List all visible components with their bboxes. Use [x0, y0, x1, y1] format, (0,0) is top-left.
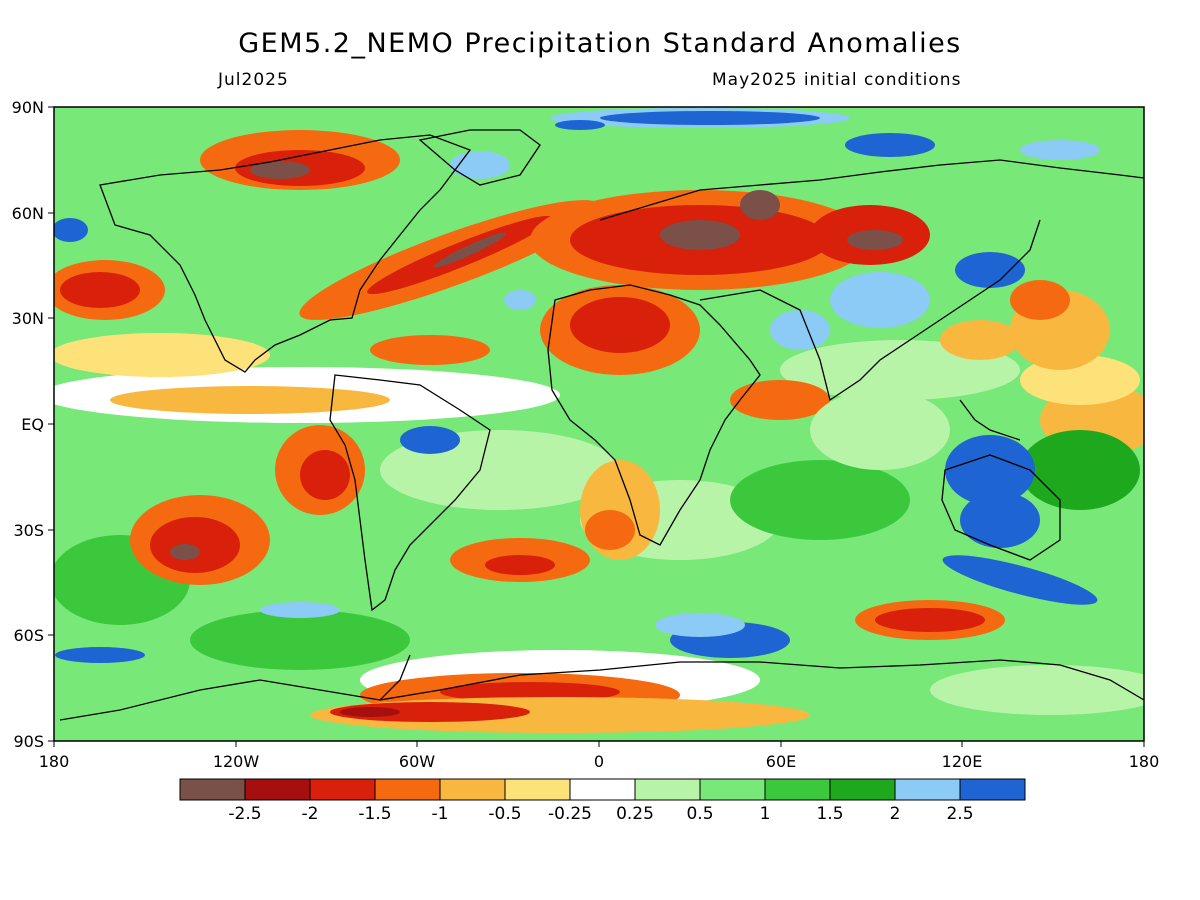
- lat-label-90n: 90N: [12, 98, 44, 117]
- colorbar-label-5: -0.25: [548, 804, 592, 824]
- lat-label-30s: 30S: [13, 521, 44, 540]
- colorbar: -2.5 -2 -1.5 -1 -0.5 -0.25 0.25 0.5 1 1.5 2 2.5: [179, 778, 1026, 824]
- colorbar-label-7: 0.5: [686, 804, 713, 824]
- lon-label-60e: 60E: [766, 752, 796, 771]
- colorbar-label-10: 2: [890, 804, 901, 824]
- lon-label-180w: 180: [39, 752, 70, 771]
- colorbar-swatch-6: [569, 778, 636, 801]
- colorbar-label-9: 1.5: [816, 804, 843, 824]
- lat-label-eq: EQ: [21, 415, 44, 434]
- colorbar-swatch-5: [504, 778, 571, 801]
- colorbar-label-3: -1: [432, 804, 449, 824]
- colorbar-swatch-1: [244, 778, 311, 801]
- colorbar-label-2: -1.5: [358, 804, 391, 824]
- lon-label-0: 0: [594, 752, 604, 771]
- colorbar-swatch-11: [894, 778, 961, 801]
- colorbar-label-6: 0.25: [616, 804, 654, 824]
- forecast-month-label: Jul2025: [218, 70, 289, 90]
- lat-label-90s: 90S: [13, 732, 44, 751]
- colorbar-swatch-8: [699, 778, 766, 801]
- colorbar-swatch-10: [829, 778, 896, 801]
- colorbar-swatch-9: [764, 778, 831, 801]
- colorbar-swatch-7: [634, 778, 701, 801]
- colorbar-swatch-12: [959, 778, 1026, 801]
- lon-label-60w: 60W: [399, 752, 435, 771]
- page-title: GEM5.2_NEMO Precipitation Standard Anoma…: [238, 28, 962, 59]
- axis-ticks: [48, 106, 1145, 747]
- colorbar-swatch-2: [309, 778, 376, 801]
- colorbar-swatch-4: [439, 778, 506, 801]
- initial-conditions-label: May2025 initial conditions: [712, 70, 962, 90]
- lat-label-60s: 60S: [13, 626, 44, 645]
- coastlines: [59, 129, 1144, 721]
- lat-label-60n: 60N: [12, 204, 44, 223]
- colorbar-swatch-0: [179, 778, 246, 801]
- lat-label-30n: 30N: [12, 309, 44, 328]
- lon-label-180e: 180: [1129, 752, 1160, 771]
- lon-label-120w: 120W: [213, 752, 260, 771]
- colorbar-label-4: -0.5: [488, 804, 521, 824]
- colorbar-label-11: 2.5: [946, 804, 973, 824]
- colorbar-label-0: -2.5: [228, 804, 261, 824]
- colorbar-label-1: -2: [302, 804, 319, 824]
- lon-label-120e: 120E: [942, 752, 983, 771]
- anomaly-field: [54, 107, 1144, 741]
- colorbar-swatch-3: [374, 778, 441, 801]
- colorbar-label-8: 1: [760, 804, 771, 824]
